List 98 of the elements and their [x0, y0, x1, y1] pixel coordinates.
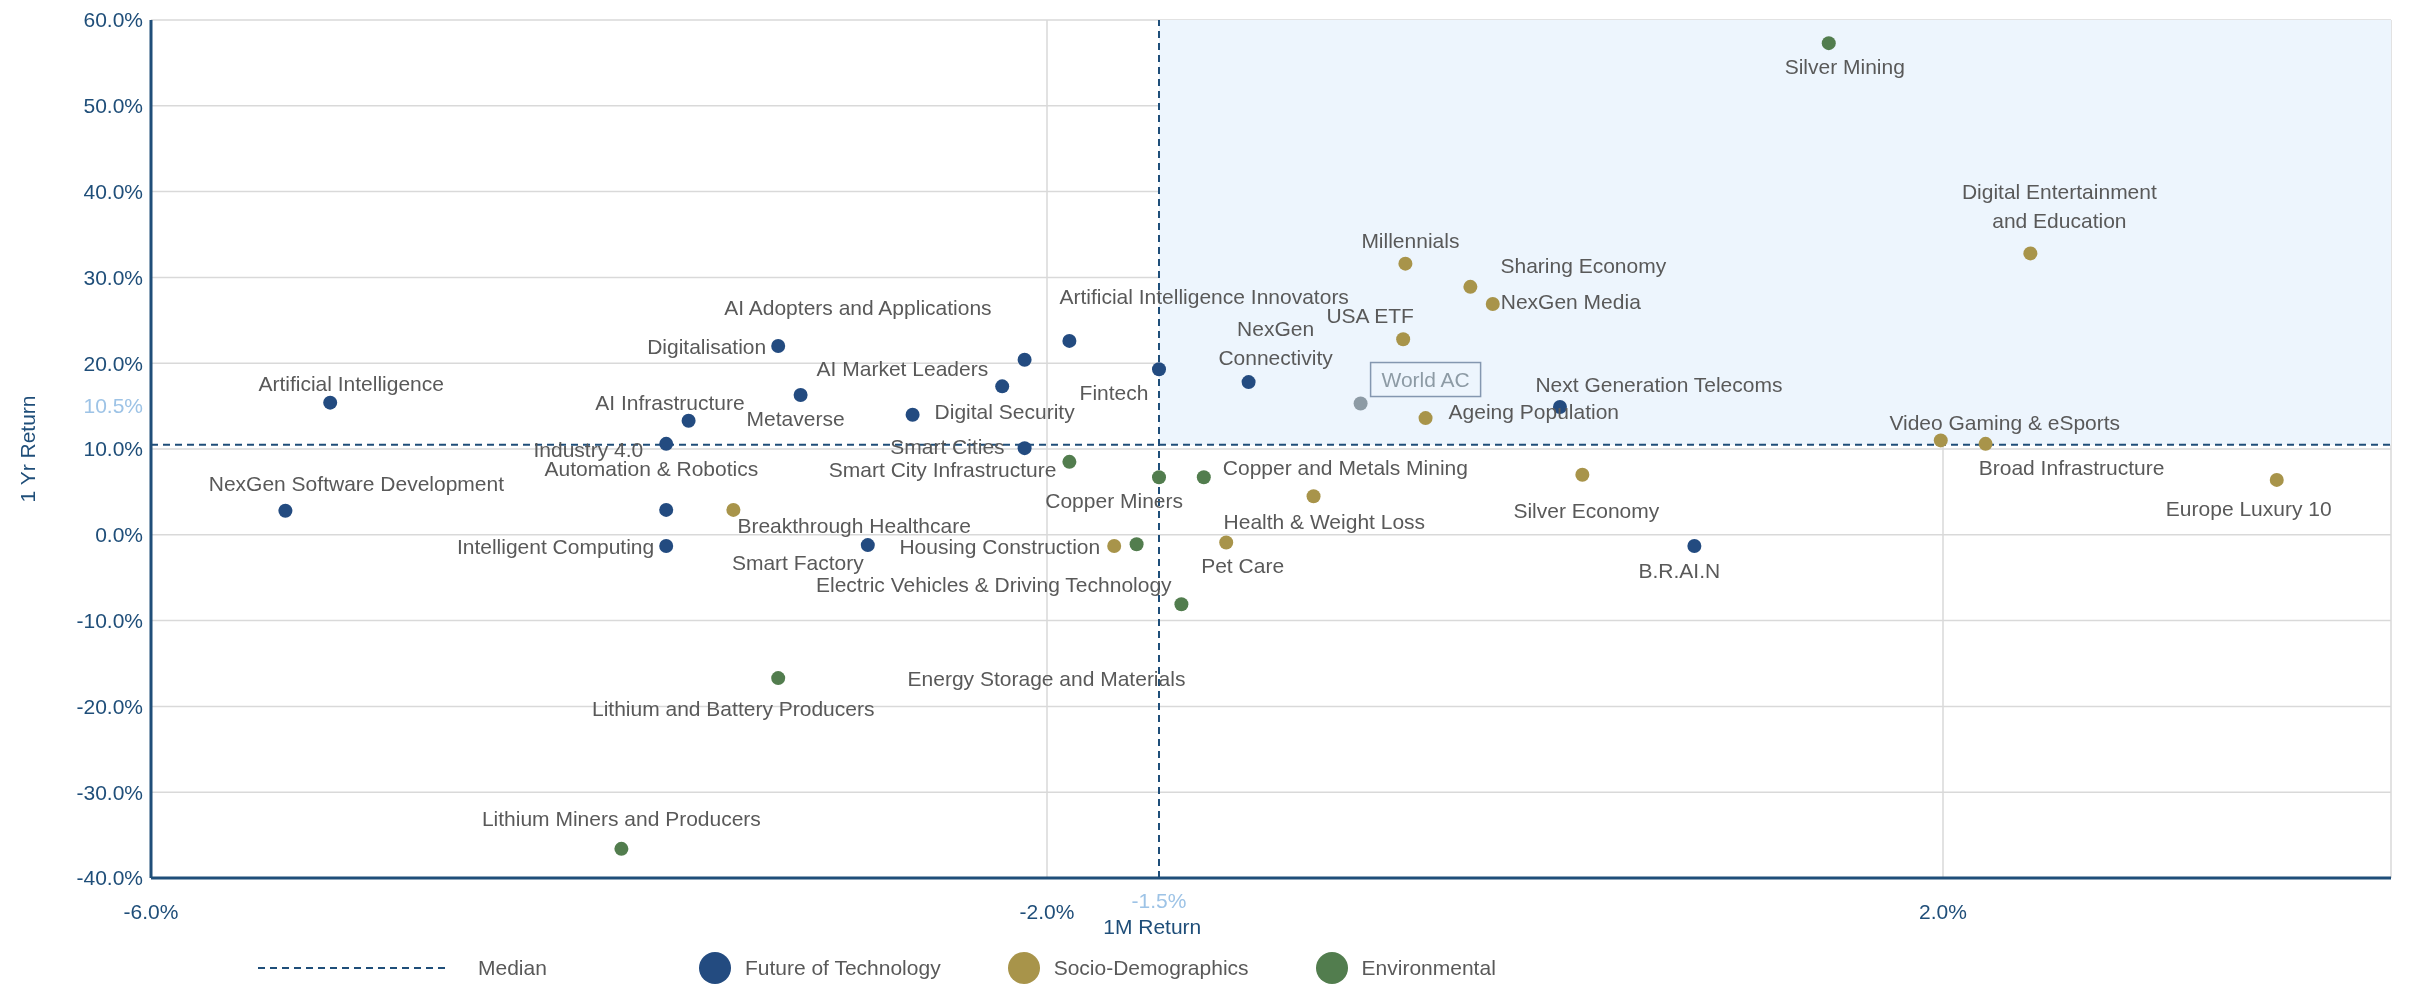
- y-tick-label: 0.0%: [95, 523, 143, 547]
- data-label: Silver Mining: [1784, 54, 1905, 78]
- point: [1485, 297, 1500, 311]
- data-label: Europe Luxury 10: [2165, 496, 2332, 520]
- x-tick-label: 2.0%: [1919, 899, 1967, 923]
- data-label: Artificial Intelligence: [258, 371, 444, 395]
- data-label: B.R.AI.N: [1638, 558, 1721, 582]
- point: [659, 538, 674, 553]
- point: [614, 841, 629, 856]
- data-label: Copper Miners: [1045, 488, 1183, 512]
- point: [1396, 332, 1411, 347]
- y-tick-label: -20.0%: [76, 694, 143, 718]
- point: [1152, 362, 1166, 377]
- series-label: World AC: [1381, 368, 1470, 392]
- data-label: Broad Infrastructure: [1978, 455, 2165, 479]
- y-axis-title: 1 Yr Return: [16, 395, 40, 503]
- legend-label: Future of Technology: [744, 956, 941, 980]
- data-label: Digitalisation: [647, 334, 767, 358]
- point: [793, 387, 808, 402]
- point: [659, 502, 674, 517]
- point: [1306, 489, 1321, 504]
- point: [1241, 375, 1256, 390]
- point: [2023, 246, 2038, 261]
- data-label: Lithium Miners and Producers: [481, 806, 761, 830]
- data-label: Health & Weight Loss: [1223, 509, 1426, 533]
- point: [1129, 537, 1144, 552]
- y-tick-label: 50.0%: [83, 94, 143, 118]
- point: [726, 502, 741, 517]
- point: [1107, 538, 1122, 553]
- point: [681, 413, 696, 428]
- ref-line-label: 10.5%: [83, 393, 143, 417]
- point: [1174, 597, 1189, 612]
- data-label: Digital Entertainment and Education: [1961, 179, 2157, 232]
- point: [1017, 441, 1032, 456]
- y-tick-label: 40.0%: [83, 180, 143, 204]
- data-label: Housing Construction: [899, 534, 1101, 558]
- y-tick-label: -40.0%: [76, 866, 143, 890]
- point: [1687, 538, 1702, 553]
- point: [995, 379, 1010, 394]
- point: [2269, 472, 2284, 487]
- point: [1933, 433, 1948, 448]
- text: Median: [478, 956, 547, 980]
- data-label: Digital Security: [934, 399, 1076, 423]
- data-label: Artificial Intelligence Innovators: [1059, 284, 1349, 308]
- point: [1353, 396, 1368, 411]
- y-tick-label: 30.0%: [83, 265, 143, 289]
- point: [1152, 470, 1166, 485]
- point: [860, 538, 875, 553]
- data-label: Lithium and Battery Producers: [591, 696, 875, 720]
- legend-label: Socio-Demographics: [1053, 956, 1249, 980]
- data-label: Breakthrough Healthcare: [737, 513, 971, 537]
- data-label: Fintech: [1079, 380, 1149, 404]
- point: [771, 339, 786, 354]
- point: [905, 407, 920, 422]
- data-label: NexGen Media: [1500, 289, 1642, 313]
- data-label: Sharing Economy: [1500, 253, 1667, 277]
- data-label: Video Gaming & eSports: [1889, 410, 2121, 434]
- point: [1463, 279, 1478, 294]
- ref-line-label: -1.5%: [1131, 889, 1187, 912]
- point: [323, 395, 338, 410]
- y-tick-label: 60.0%: [83, 8, 143, 32]
- data-label: Metaverse: [746, 406, 845, 430]
- point: [1219, 535, 1234, 550]
- point: [1821, 36, 1836, 51]
- data-label: AI Infrastructure: [595, 390, 745, 414]
- point: [1062, 454, 1077, 469]
- point: [1017, 352, 1032, 367]
- data-label: Next Generation Telecoms: [1535, 372, 1783, 396]
- point: [1398, 256, 1413, 271]
- y-tick-label: -10.0%: [76, 609, 143, 633]
- y-tick-label: 20.0%: [83, 351, 143, 375]
- point: [1062, 333, 1077, 348]
- point: [1196, 470, 1211, 485]
- point: [1978, 436, 1993, 451]
- data-label: Silver Economy: [1513, 498, 1660, 522]
- data-label: Energy Storage and Materials: [907, 666, 1186, 690]
- data-label: Intelligent Computing: [456, 534, 655, 558]
- data-label: NexGen Software Development: [208, 471, 505, 495]
- point: [771, 671, 786, 686]
- data-label: Ageing Population: [1448, 399, 1620, 423]
- point: [659, 436, 674, 451]
- data-label: AI Adopters and Applications: [724, 295, 992, 319]
- legend-label: Environmental: [1361, 956, 1496, 980]
- point: [1418, 411, 1433, 426]
- data-label: Smart Cities: [890, 434, 1005, 458]
- x-axis-title: 1M Return: [1103, 915, 1202, 938]
- y-tick-label: -30.0%: [76, 780, 143, 804]
- data-label: Millennials: [1361, 228, 1460, 252]
- data-label: Smart Factory: [731, 550, 865, 574]
- point: [1575, 467, 1590, 482]
- point: [278, 503, 293, 518]
- data-label: Pet Care: [1201, 553, 1285, 577]
- data-label: AI Market Leaders: [816, 356, 989, 380]
- data-label: Copper and Metals Mining: [1222, 455, 1468, 479]
- x-tick-label: -2.0%: [1019, 899, 1075, 923]
- x-tick-label: -6.0%: [123, 899, 179, 923]
- data-label: Smart City Infrastructure: [828, 457, 1057, 481]
- y-tick-label: 10.0%: [83, 437, 143, 461]
